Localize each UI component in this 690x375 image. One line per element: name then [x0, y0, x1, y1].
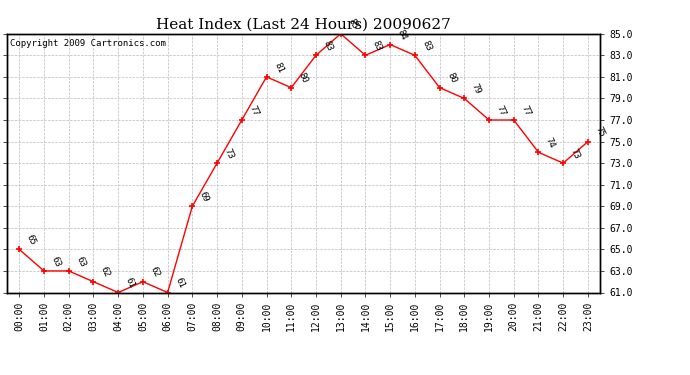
Text: Copyright 2009 Cartronics.com: Copyright 2009 Cartronics.com: [10, 39, 166, 48]
Text: 77: 77: [247, 104, 260, 117]
Text: 62: 62: [148, 266, 161, 279]
Text: 83: 83: [371, 39, 384, 53]
Text: 80: 80: [445, 71, 458, 85]
Text: 85: 85: [346, 17, 359, 31]
Text: 81: 81: [272, 60, 285, 74]
Text: 77: 77: [520, 104, 532, 117]
Text: 73: 73: [569, 147, 582, 160]
Text: 83: 83: [420, 39, 433, 53]
Text: 73: 73: [223, 147, 235, 160]
Text: 83: 83: [322, 39, 334, 53]
Text: 69: 69: [198, 190, 210, 204]
Text: 75: 75: [593, 125, 607, 139]
Text: 62: 62: [99, 266, 112, 279]
Text: 63: 63: [75, 255, 87, 268]
Text: 65: 65: [25, 233, 37, 247]
Title: Heat Index (Last 24 Hours) 20090627: Heat Index (Last 24 Hours) 20090627: [156, 17, 451, 31]
Text: 79: 79: [470, 82, 482, 96]
Text: 77: 77: [495, 104, 507, 117]
Text: 74: 74: [544, 136, 557, 150]
Text: 61: 61: [173, 276, 186, 290]
Text: 61: 61: [124, 276, 137, 290]
Text: 80: 80: [297, 71, 310, 85]
Text: 63: 63: [50, 255, 62, 268]
Text: 84: 84: [395, 28, 408, 42]
